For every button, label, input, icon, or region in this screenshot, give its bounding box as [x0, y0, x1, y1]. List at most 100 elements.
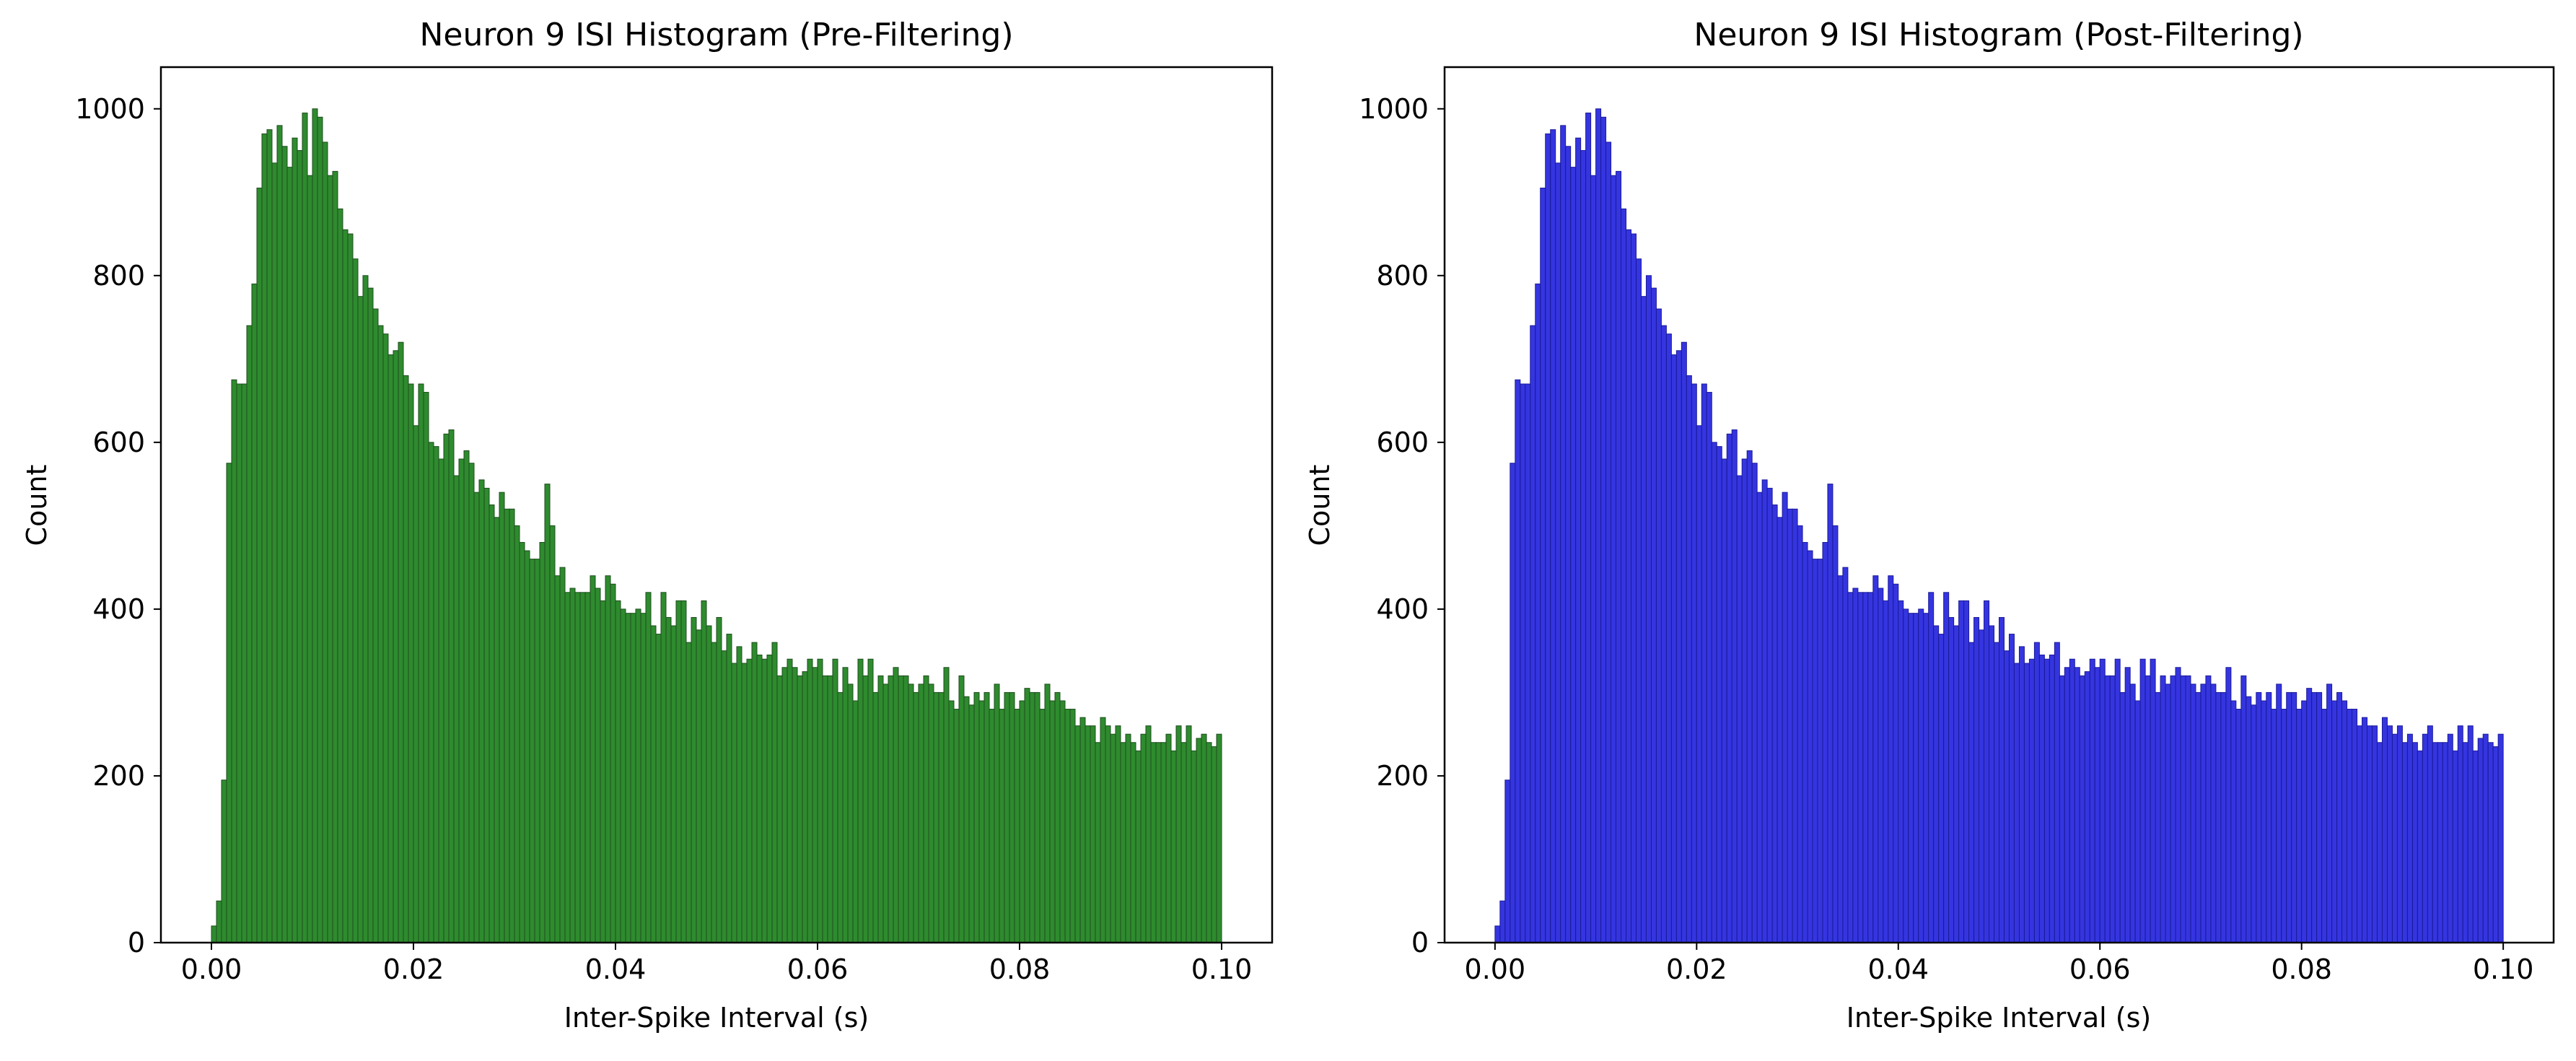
histogram-bar [1817, 559, 1823, 943]
histogram-bar [463, 450, 470, 943]
histogram-bar [685, 642, 692, 943]
histogram-bar [751, 642, 758, 943]
histogram-bar [938, 691, 945, 943]
histogram-bar [574, 592, 581, 943]
histogram-bar [989, 709, 995, 943]
x-tick-label: 0.06 [2069, 953, 2131, 985]
histogram-bar [1867, 592, 1874, 943]
histogram-bar [276, 125, 283, 943]
histogram-bar [2235, 709, 2242, 943]
histogram-bar [1918, 608, 1924, 943]
histogram-bar [2064, 667, 2070, 943]
histogram-bar [1827, 484, 1834, 943]
histogram-bar [2003, 650, 2010, 943]
histogram-bar [2326, 684, 2333, 943]
histogram-bar [706, 625, 712, 943]
histogram-bar [1600, 116, 1607, 943]
histogram-bar [1216, 733, 1222, 943]
histogram-bar [2099, 658, 2106, 943]
histogram-bar [893, 667, 899, 943]
histogram-bar [433, 446, 439, 943]
histogram-bar [1963, 600, 1970, 943]
histogram-bar [862, 675, 869, 943]
histogram-bar [241, 383, 247, 943]
histogram-bar [1201, 733, 1207, 943]
histogram-bar [1938, 634, 1945, 943]
histogram-bar [2352, 709, 2358, 943]
histogram-bar [2442, 742, 2448, 943]
histogram-bar [1170, 750, 1177, 943]
histogram-bar [1898, 600, 1904, 943]
histogram-bar [1616, 170, 1622, 943]
histogram-bar [2311, 691, 2318, 943]
histogram-bar [1675, 350, 1682, 943]
histogram-bar [408, 383, 414, 943]
histogram-bar [489, 505, 495, 943]
histogram-bar [1175, 725, 1182, 943]
histogram-bar [216, 900, 222, 943]
histogram-bar [2210, 684, 2217, 943]
histogram-bar [1706, 392, 1712, 943]
histogram-bar [478, 479, 485, 943]
histogram-bar [504, 508, 510, 943]
histogram-bar [271, 162, 278, 943]
x-axis-label: Inter-Spike Interval (s) [564, 1002, 869, 1034]
histogram-bar [1130, 742, 1136, 943]
histogram-bar [817, 658, 823, 943]
histogram-bar [458, 458, 465, 943]
histogram-bar [2200, 684, 2207, 943]
histogram-bar [2482, 733, 2489, 943]
histogram-bar [1064, 709, 1071, 943]
histogram-bar [903, 675, 909, 943]
histogram-bar [660, 592, 667, 943]
histogram-bar [1933, 625, 1940, 943]
histogram-bar [1862, 592, 1869, 943]
histogram-bar [2452, 750, 2458, 943]
histogram-bar [1686, 375, 1692, 943]
histogram-bar [973, 691, 980, 943]
histogram-bar [387, 354, 394, 943]
histogram-bar [1510, 463, 1516, 943]
histogram-bar [1044, 684, 1051, 943]
histogram-bar [680, 600, 687, 943]
histogram-bar [877, 675, 884, 943]
histogram-bar [948, 700, 955, 943]
histogram-bar [2447, 733, 2453, 943]
histogram-bar [645, 592, 652, 943]
histogram-bar [1074, 725, 1081, 943]
x-tick-label: 0.10 [1191, 953, 1253, 985]
histogram-bar [2391, 733, 2398, 943]
histogram-bar [286, 167, 293, 943]
histogram-bar [2008, 634, 2015, 943]
histogram-bar [2190, 684, 2196, 943]
histogram-bar [428, 442, 434, 943]
histogram-bar [2296, 709, 2303, 943]
histogram-bar [1903, 608, 1909, 943]
histogram-bar [1079, 717, 1086, 943]
histogram-bar [1100, 717, 1106, 943]
histogram-bar [327, 175, 333, 943]
histogram-bar [1585, 113, 1592, 943]
histogram-bar [590, 575, 596, 943]
histogram-bar [559, 567, 566, 943]
histogram-bar [2059, 675, 2065, 943]
histogram-bar [564, 592, 571, 943]
histogram-bar [1525, 383, 1531, 943]
histogram-bar [1958, 600, 1965, 943]
histogram-bar [1029, 691, 1035, 943]
histogram-bar [468, 463, 475, 943]
y-tick-label: 0 [1411, 927, 1429, 959]
histogram-bar [398, 341, 404, 943]
histogram-bar [1822, 541, 1828, 943]
histogram-bar [761, 658, 768, 943]
histogram-bar [342, 229, 349, 943]
histogram-bar [1580, 150, 1587, 943]
histogram-bar [2089, 658, 2095, 943]
histogram-bar [1943, 592, 1950, 943]
y-tick-label: 1000 [1359, 93, 1429, 125]
histogram-bar [701, 600, 707, 943]
histogram-bar [1670, 354, 1677, 943]
histogram-bar [2347, 709, 2353, 943]
histogram-bar [297, 150, 303, 943]
histogram-bar [741, 663, 748, 943]
